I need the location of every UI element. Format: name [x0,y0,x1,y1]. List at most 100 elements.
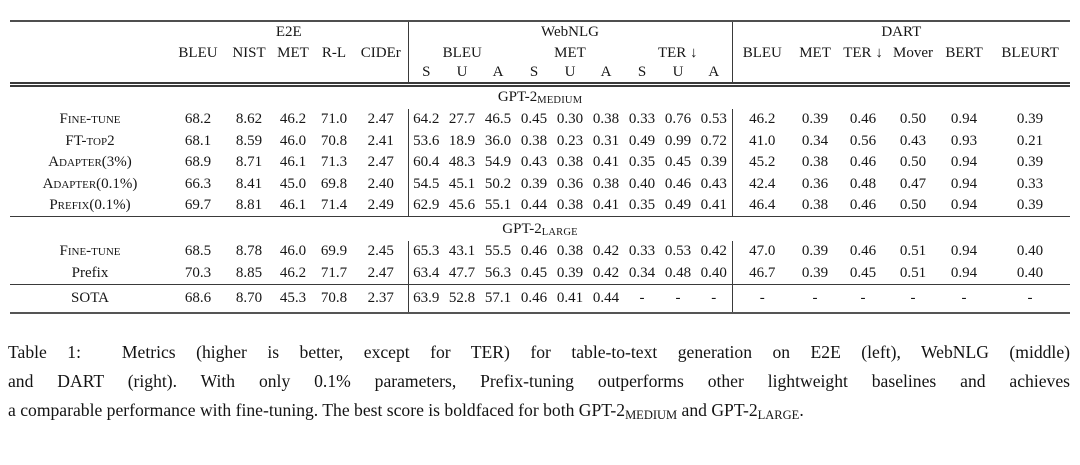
caption-text: a comparable performance with fine-tunin… [8,400,626,421]
metric-cell: 50.2 [484,175,512,192]
metric-cell: 71.4 [320,197,348,214]
col-webnlg-met: MET [554,44,586,61]
metric-cell: 70.8 [314,283,354,314]
table-row: Prefix(0.1%) 69.7 8.81 46.1 71.4 2.49 62.9 45.6… [10,195,1070,217]
col-e2e-met: MET [277,44,309,61]
model-size-subscript: LARGE [541,226,578,238]
metric-cell: 2.40 [367,175,394,192]
metric-cell: 69.8 [320,175,348,192]
metric-cell: 0.36 [801,175,829,192]
col-sua-s1: S [407,63,444,87]
metric-cell: 66.3 [184,175,212,192]
metric-cell: 0.43 [700,175,727,192]
metric-cell: 0.53 [700,110,727,127]
metric-cell: 0.45 [664,154,692,171]
metric-cell: 0.38 [592,110,620,127]
row-label: Prefix(0.1%) [49,197,131,214]
metric-cell: 0.41 [700,197,727,214]
table-body: GPT-2MEDIUM Fine-tune 68.2 8.62 46.2 71.0 2.47… [10,85,1071,314]
table-row: Adapter(0.1%) 66.3 8.41 45.0 69.8 2.40 54.5 45.… [10,173,1070,196]
metric-cell: 0.50 [899,154,927,171]
metric-cell: 0.46 [849,154,877,171]
metric-cell: 0.33 [628,243,656,260]
metric-cell: 0.56 [849,132,877,149]
metric-cell: 46.4 [731,195,793,217]
metric-cell: - [888,283,939,314]
caption-text: and DART (right). With only 0.1% paramet… [8,371,1070,392]
metric-cell: 56.3 [484,264,512,281]
metric-cell: 8.41 [235,175,263,192]
header-spacer [731,63,1071,87]
metric-cell: 63.4 [407,262,444,285]
metric-cell: 0.49 [628,132,656,149]
metric-cell: 0.34 [801,132,829,149]
metric-cell: 0.93 [950,132,978,149]
metric-cell: 0.38 [520,132,548,149]
metric-cell: 0.36 [556,175,584,192]
metric-cell: 0.39 [1016,110,1044,127]
table-caption: Table 1: Metrics (higher is better, exce… [8,338,1070,430]
group-webnlg: WebNLG [407,21,733,43]
metric-cell: 62.9 [407,195,444,217]
metric-cell: 45.6 [448,197,476,214]
metric-cell: 2.45 [367,243,394,260]
section-title: GPT-2LARGE [10,216,1071,241]
caption-text: . [799,400,804,421]
metric-cell: 8.70 [226,283,272,314]
col-e2e-bleu: BLEU [178,44,218,61]
row-label: Prefix [71,264,109,281]
metric-cell: 0.46 [664,175,692,192]
metric-cell: 0.46 [516,283,552,314]
metric-cell: 0.76 [664,110,692,127]
metric-cell: 0.40 [1016,243,1044,260]
model-name: GPT-2 [497,89,538,106]
results-table: E2E WebNLG DART BLEU NIST MET R-L CIDEr … [10,20,1071,315]
metric-cell: - [938,283,991,314]
col-sua-s3: S [624,63,660,87]
metric-cell: 0.23 [556,132,584,149]
row-label: FT-top2 [65,132,115,149]
metric-cell: 0.46 [849,197,877,214]
metric-cell: 0.48 [849,175,877,192]
header-spacer [10,21,170,43]
metric-cell: 46.2 [279,264,307,281]
metric-cell: 0.33 [1016,175,1044,192]
section-title-row: GPT-2MEDIUM [10,85,1070,109]
metric-cell: 47.7 [448,264,476,281]
metric-cell: 0.94 [950,110,978,127]
metric-cell: 18.9 [448,132,476,149]
table-row: Fine-tune 68.5 8.78 46.0 69.9 2.45 65.3 43.1 55.… [10,240,1070,263]
metric-cell: 0.42 [592,264,620,281]
metric-cell: 0.34 [628,264,656,281]
metric-cell: 0.44 [520,197,548,214]
metric-cell: 0.44 [588,283,624,314]
metric-cell: 0.40 [628,175,656,192]
metric-cell: 41.0 [731,130,793,152]
metric-cell: 68.2 [184,110,212,127]
metric-cell: 0.49 [664,197,692,214]
group-dart: DART [731,21,1071,43]
metric-cell: 8.85 [235,264,263,281]
section-title-row: GPT-2LARGE [10,216,1071,241]
metric-cell: 0.40 [1016,264,1044,281]
col-webnlg-ter: TER ↓ [657,44,698,61]
metric-cell: 0.94 [950,197,978,214]
metric-cell: 0.38 [556,197,584,214]
metric-cell: 0.30 [556,110,584,127]
metric-cell: 0.39 [801,264,829,281]
metric-cell: 0.99 [664,132,692,149]
metric-cell: 53.6 [407,130,444,152]
col-sua-s2: S [516,63,552,87]
table-row: Fine-tune 68.2 8.62 46.2 71.0 2.47 64.2 27.7 46.… [10,108,1070,131]
metric-cell: 2.49 [367,197,394,214]
metric-cell: 71.7 [320,264,348,281]
metric-cell: 0.38 [556,154,584,171]
metric-cell: 0.39 [700,154,727,171]
metric-cell: 71.3 [320,154,348,171]
metric-cell: 0.43 [899,132,927,149]
table-row: SOTA 68.6 8.70 45.3 70.8 2.37 63.9 52.8 57.1 0.46… [10,283,1071,314]
caption-text: Table 1: Metrics (higher is better, exce… [8,342,1070,363]
metric-cell: 46.1 [279,197,307,214]
metric-cell: - [660,283,696,314]
metric-cell: - [792,283,839,314]
